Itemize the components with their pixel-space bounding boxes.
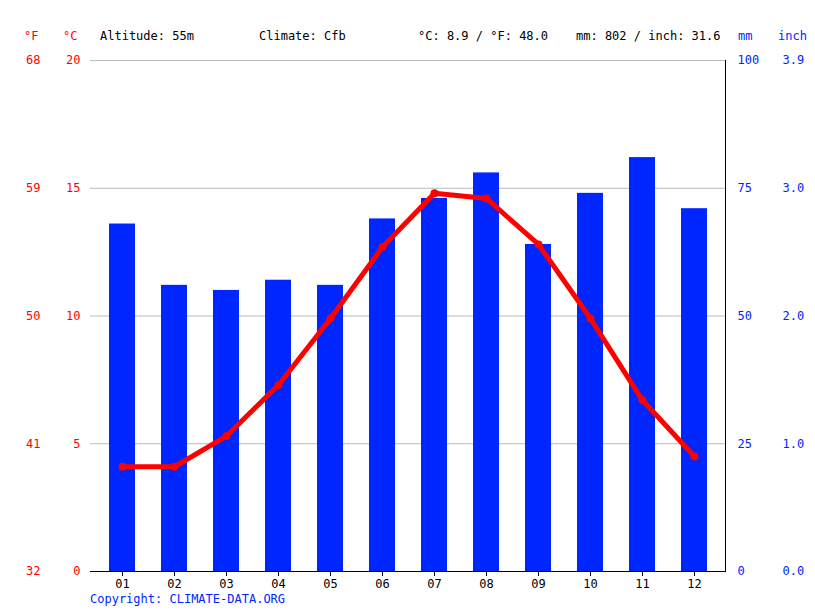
svg-text:12: 12 [687,577,701,591]
svg-text:1.0: 1.0 [783,437,805,451]
svg-text:09: 09 [531,577,545,591]
svg-text:06: 06 [375,577,389,591]
svg-text:2.0: 2.0 [783,309,805,323]
svg-text:08: 08 [479,577,493,591]
svg-text:04: 04 [271,577,285,591]
svg-text:0: 0 [73,564,80,578]
html-text:°C: °C [63,29,78,43]
html-text:Copyright: CLIMATE-DATA.ORG: Copyright: CLIMATE-DATA.ORG [90,592,286,606]
html-text:mm: mm [738,29,753,43]
svg-text:11: 11 [635,577,649,591]
svg-text:32: 32 [26,564,40,578]
svg-text:68: 68 [26,53,40,67]
html-text:mm: 802 / inch: 31.6: mm: 802 / inch: 31.6 [576,29,721,43]
svg-text:07: 07 [427,577,441,591]
svg-text:03: 03 [219,577,233,591]
svg-text:10: 10 [66,309,80,323]
html-text:inch: inch [778,29,807,43]
svg-text:01: 01 [115,577,129,591]
svg-text:41: 41 [26,437,40,451]
svg-text:25: 25 [738,437,752,451]
html-text:Altitude: 55m: Altitude: 55m [100,29,194,43]
svg-text:75: 75 [738,181,752,195]
svg-text:100: 100 [738,53,760,67]
svg-text:0: 0 [738,564,745,578]
svg-text:15: 15 [66,181,80,195]
html-text:Climate: Cfb: Climate: Cfb [259,29,346,43]
svg-text:10: 10 [583,577,597,591]
html-text:°C: 8.9 / °F: 48.0: °C: 8.9 / °F: 48.0 [418,29,548,43]
svg-text:05: 05 [323,577,337,591]
svg-text:02: 02 [167,577,181,591]
svg-text:3.0: 3.0 [783,181,805,195]
svg-text:0.0: 0.0 [783,564,805,578]
svg-text:3.9: 3.9 [783,53,805,67]
svg-text:5: 5 [73,437,80,451]
html-text:°F: °F [24,29,39,43]
svg-text:20: 20 [66,53,80,67]
svg-text:59: 59 [26,181,40,195]
svg-text:50: 50 [26,309,40,323]
svg-text:50: 50 [738,309,752,323]
